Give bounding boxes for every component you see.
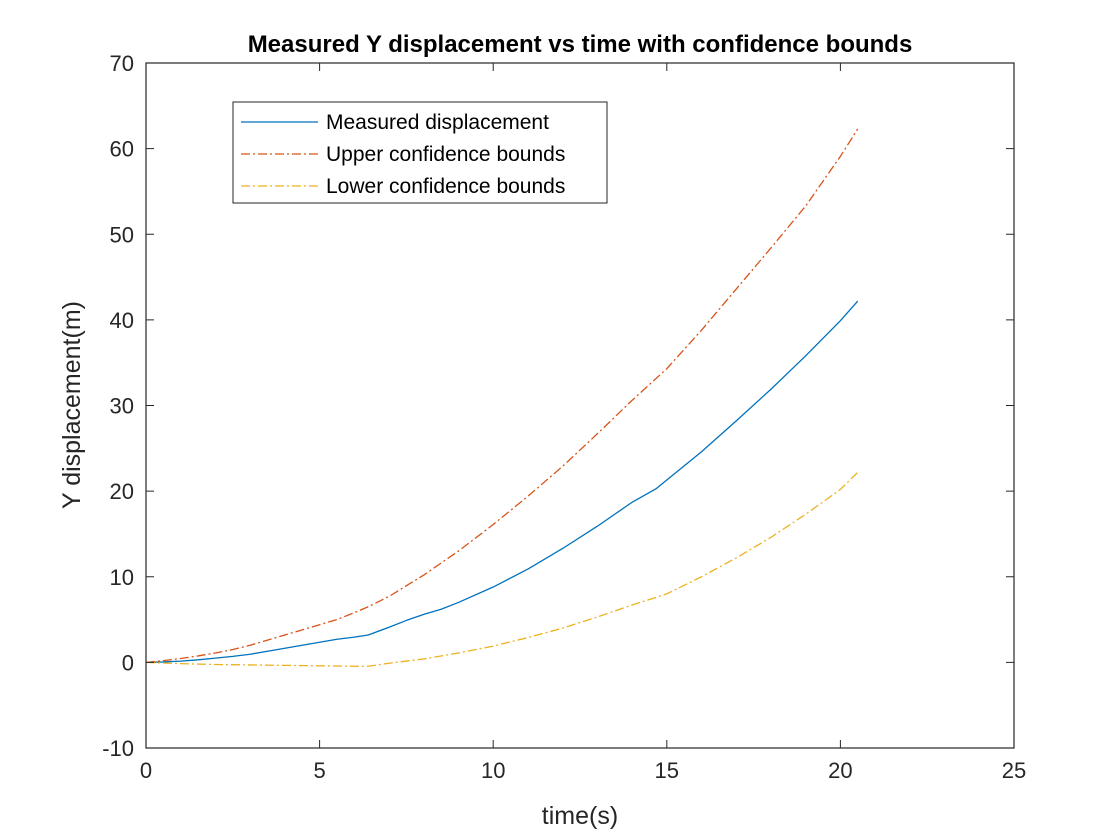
x-tick-label: 0 [140,758,152,783]
legend-label-measured: Measured displacement [326,111,549,134]
y-tick-label: 30 [110,394,134,419]
y-tick-label: 20 [110,479,134,504]
legend-label-upper: Upper confidence bounds [326,143,565,166]
y-tick-label: 70 [110,51,134,76]
y-axis-label: Y displacement(m) [58,301,86,509]
x-tick-label: 15 [655,758,679,783]
y-tick-label: -10 [102,736,134,761]
series-line-2 [145,471,859,667]
chart-title: Measured Y displacement vs time with con… [248,31,913,58]
series-layer [145,128,859,667]
series-line-1 [145,128,859,664]
y-tick-label: 40 [110,308,134,333]
x-tick-label: 20 [828,758,852,783]
x-tick-label: 5 [313,758,325,783]
y-tick-label: 60 [110,137,134,162]
y-tick-label: 10 [110,565,134,590]
x-tick-label: 25 [1002,758,1026,783]
y-tick-label: 50 [110,222,134,247]
x-tick-label: 10 [481,758,505,783]
y-tick-label: 0 [122,650,134,675]
series-line-0 [145,300,859,664]
legend: Measured displacement Upper confidence b… [232,101,608,204]
legend-label-lower: Lower confidence bounds [326,175,565,198]
x-axis-label: time(s) [542,802,618,830]
